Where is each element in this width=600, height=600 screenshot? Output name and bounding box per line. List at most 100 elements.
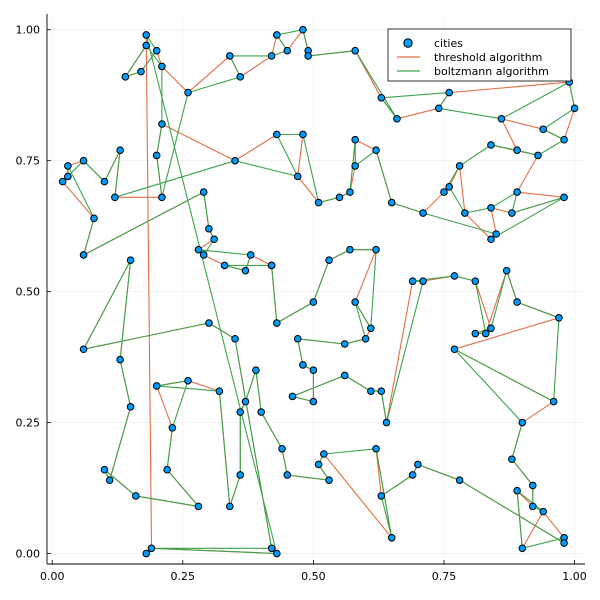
city-point (382, 418, 391, 427)
legend-cities-marker (403, 38, 413, 48)
city-point (194, 502, 203, 511)
city-point (377, 492, 386, 500)
city-point (283, 471, 292, 479)
boltzmann-route-line (62, 29, 576, 555)
y-tick-label: 0.25 (16, 417, 41, 430)
city-point (152, 151, 161, 160)
city-point (273, 319, 281, 327)
x-tick-label: 0.00 (40, 570, 65, 583)
city-point (79, 156, 88, 165)
city-point (445, 88, 453, 97)
city-point (205, 224, 213, 233)
tick-labels: 0.00 0.25 0.50 0.75 1.00 0.00 0.25 0.50 0.75 1.00 (16, 24, 587, 583)
city-point (152, 46, 161, 55)
city-point (273, 549, 281, 558)
city-point (560, 135, 568, 144)
city-point (299, 25, 307, 34)
city-point (267, 52, 276, 60)
city-point (184, 376, 192, 385)
city-point (309, 298, 318, 306)
city-point (241, 266, 250, 275)
city-point (534, 151, 542, 160)
city-point (461, 209, 469, 217)
city-point (513, 486, 521, 495)
city-point (560, 539, 568, 547)
legend-box (387, 28, 572, 82)
city-point (518, 544, 527, 553)
city-point (539, 507, 548, 516)
city-point (105, 476, 114, 484)
city-point (539, 125, 548, 134)
city-point (528, 502, 537, 511)
city-point (440, 188, 448, 196)
legend-cities-label: cities (434, 37, 463, 50)
city-point (346, 188, 354, 196)
city-point (513, 188, 521, 196)
city-point (570, 104, 579, 113)
city-point (236, 471, 245, 479)
city-point (487, 204, 495, 212)
city-point (142, 31, 151, 39)
city-point (471, 329, 480, 338)
city-point (299, 361, 307, 369)
city-point (419, 277, 427, 285)
city-point (513, 146, 521, 154)
y-tick-label: 0.75 (16, 155, 41, 168)
city-point (340, 371, 349, 380)
city-point (210, 235, 218, 244)
city-point (194, 245, 203, 254)
city-point (293, 334, 302, 343)
city-point (142, 549, 151, 558)
city-point (325, 476, 333, 484)
city-point (471, 277, 480, 285)
city-point (111, 193, 119, 202)
city-point (288, 392, 297, 401)
city-point (158, 193, 166, 202)
city-point (351, 162, 359, 170)
city-point (492, 230, 501, 238)
y-tick-label: 0.00 (16, 548, 41, 561)
city-point (231, 156, 239, 165)
city-point (487, 141, 495, 149)
city-point (450, 345, 459, 354)
city-point (246, 251, 255, 259)
city-point (340, 340, 349, 348)
x-tick-label: 0.75 (432, 570, 457, 583)
city-point (508, 209, 516, 217)
city-point (304, 52, 312, 60)
city-point (549, 397, 558, 406)
city-point (241, 397, 250, 406)
city-point (163, 465, 171, 474)
legend-threshold-label: threshold algorithm (434, 51, 542, 64)
city-point (497, 114, 506, 123)
city-point (445, 183, 453, 191)
city-point (361, 334, 370, 343)
city-point (126, 403, 135, 411)
city-point (351, 135, 359, 144)
city-point (278, 444, 286, 453)
city-point (205, 319, 213, 327)
city-point (528, 481, 537, 490)
city-point (314, 460, 323, 469)
city-point (455, 162, 464, 170)
city-point (236, 408, 245, 416)
city-point (131, 492, 140, 500)
city-point (508, 455, 516, 464)
city-point (560, 193, 568, 202)
city-point (455, 476, 464, 484)
city-point (184, 88, 192, 97)
city-point (142, 41, 151, 50)
city-point (434, 104, 443, 113)
city-point (79, 345, 88, 354)
city-point (299, 130, 307, 139)
city-point (387, 534, 396, 542)
city-point (100, 177, 109, 186)
y-tick-label: 1.00 (16, 24, 41, 37)
city-point (367, 387, 375, 395)
city-point (137, 67, 145, 76)
city-point (58, 177, 67, 186)
city-point (555, 314, 563, 322)
legend: cities threshold algorithm boltzmann alg… (387, 28, 572, 82)
city-point (314, 198, 323, 207)
